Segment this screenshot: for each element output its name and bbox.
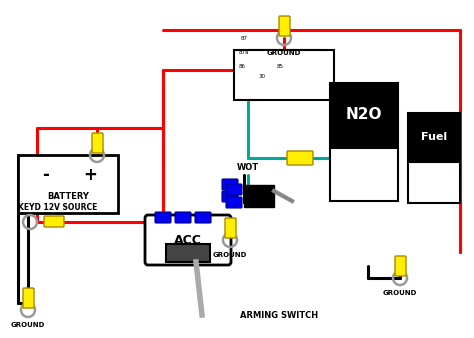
Text: ACC: ACC: [174, 234, 202, 246]
FancyBboxPatch shape: [23, 288, 34, 308]
FancyBboxPatch shape: [330, 148, 398, 201]
FancyBboxPatch shape: [175, 212, 191, 223]
Text: GROUND: GROUND: [213, 252, 247, 258]
FancyBboxPatch shape: [408, 162, 460, 202]
FancyBboxPatch shape: [226, 197, 242, 208]
Text: 87: 87: [240, 35, 247, 41]
Text: 85: 85: [276, 64, 283, 69]
FancyBboxPatch shape: [44, 216, 64, 227]
Text: ARMING SWITCH: ARMING SWITCH: [240, 312, 318, 320]
FancyBboxPatch shape: [279, 16, 290, 36]
Text: GROUND: GROUND: [11, 322, 45, 328]
FancyBboxPatch shape: [330, 83, 398, 148]
FancyBboxPatch shape: [222, 191, 238, 202]
Text: GROUND: GROUND: [383, 290, 417, 296]
Text: -: -: [43, 166, 49, 184]
FancyBboxPatch shape: [166, 244, 210, 262]
Text: GROUND: GROUND: [267, 50, 301, 56]
Text: N2O: N2O: [346, 107, 382, 122]
FancyBboxPatch shape: [18, 155, 118, 213]
FancyBboxPatch shape: [92, 133, 103, 153]
FancyBboxPatch shape: [234, 50, 334, 100]
FancyBboxPatch shape: [155, 212, 171, 223]
FancyBboxPatch shape: [244, 185, 274, 207]
Text: KEYD 12V SOURCE: KEYD 12V SOURCE: [18, 203, 97, 213]
FancyBboxPatch shape: [195, 212, 211, 223]
Text: BATTERY: BATTERY: [47, 192, 89, 201]
FancyBboxPatch shape: [145, 215, 231, 265]
Text: 86: 86: [238, 64, 246, 69]
FancyBboxPatch shape: [225, 218, 236, 238]
Text: Fuel: Fuel: [421, 132, 447, 142]
Text: +: +: [83, 166, 97, 184]
FancyBboxPatch shape: [222, 179, 238, 190]
FancyBboxPatch shape: [248, 50, 320, 88]
FancyBboxPatch shape: [395, 256, 406, 276]
Text: 30: 30: [258, 73, 265, 78]
Text: 87a: 87a: [239, 49, 249, 54]
Text: RELAY: RELAY: [271, 114, 297, 122]
FancyBboxPatch shape: [408, 113, 460, 162]
Text: WOT: WOT: [237, 163, 259, 172]
FancyBboxPatch shape: [287, 151, 313, 165]
FancyBboxPatch shape: [226, 184, 242, 195]
